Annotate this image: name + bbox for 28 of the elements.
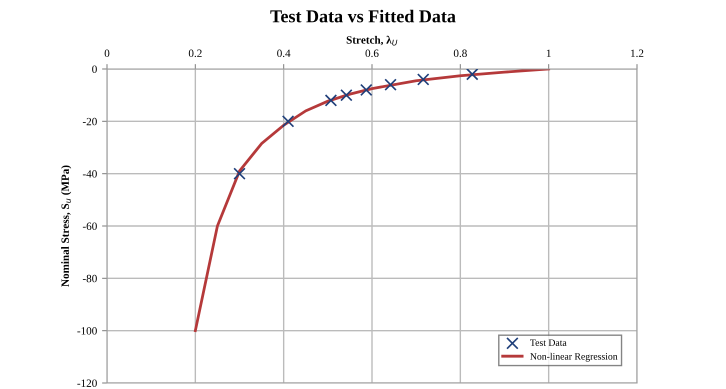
- point: [466, 69, 478, 80]
- x-tick-label: 0.4: [277, 50, 290, 58]
- y-tick-label: -40: [82, 170, 97, 178]
- point: [282, 115, 294, 128]
- y-tick-label: -20: [82, 118, 97, 126]
- y-tick-label: -80: [82, 274, 97, 282]
- x-axis-title: Stretch, λ$_{U}$: [346, 36, 398, 46]
- y-axis-title: Nominal Stress, S$_{u}$ (MPa): [61, 165, 72, 287]
- point: [233, 167, 246, 180]
- x-tick-label: 1: [546, 50, 551, 57]
- line-series: [194, 69, 550, 332]
- legend-label: Test Data: [530, 339, 567, 346]
- y-tick-label: 0: [92, 65, 97, 73]
- point: [417, 73, 430, 86]
- x-tick-label: 0.2: [188, 50, 202, 58]
- x-tick-label: 1.2: [631, 50, 644, 58]
- x-tick-label: 0.6: [365, 50, 379, 58]
- y-tick-label: -100: [77, 327, 97, 335]
- legend-label: Non-linear Regression: [530, 352, 618, 362]
- point: [340, 88, 353, 102]
- x-tick-label: 0.8: [454, 50, 467, 58]
- point: [384, 78, 397, 91]
- chart-title: Test Data vs Fitted Data: [270, 10, 456, 22]
- point: [324, 94, 338, 107]
- y-tick-label: -60: [82, 222, 97, 230]
- point: [360, 84, 372, 96]
- x-tick-label: 0: [104, 50, 110, 58]
- y-tick-label: -120: [77, 379, 97, 387]
